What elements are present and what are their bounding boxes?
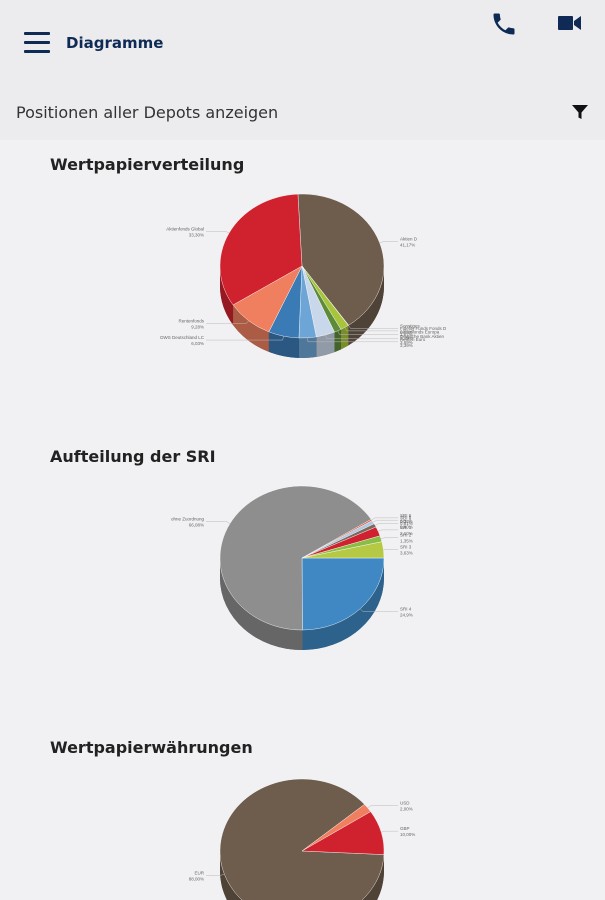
pie-leader-line — [381, 830, 398, 833]
pie-leader-line — [378, 529, 398, 532]
pie-value-dws-deutschland-lc: 6,03% — [191, 341, 204, 346]
pie-label-aktien-d: Aktien D — [400, 237, 418, 242]
pie-label-eur: EUR — [194, 870, 204, 875]
pie-slice-eur[interactable] — [219, 778, 385, 900]
pie-value-sri-2: 1,35% — [400, 539, 413, 544]
pie-side-eur — [220, 851, 384, 900]
chart-title-waehrungen: Wertpapierwährungen — [50, 738, 253, 757]
phone-icon[interactable] — [490, 10, 518, 38]
pie-label-rentenfonds: Rentenfonds — [178, 319, 204, 324]
pie-value-aktienfonds-europa: 1,39% — [400, 335, 413, 340]
pie-slice-gbp[interactable] — [301, 811, 385, 855]
pie-label-sri-2: SRI 2 — [400, 533, 412, 538]
pie-value-sri-4: 24,9% — [400, 613, 413, 618]
pie-leader-line — [206, 873, 225, 876]
pie-value-sri-3: 3,63% — [400, 550, 413, 555]
pie-slice-sri-3[interactable] — [301, 541, 385, 559]
pie-slice-aktien-d[interactable] — [297, 193, 385, 326]
pie-leader-line — [374, 523, 398, 526]
pie-value-sri-7: 0,80% — [400, 525, 413, 530]
pie-side-sri-4 — [302, 558, 384, 650]
pie-side-renten-euro — [298, 336, 317, 358]
pie-leader-line — [380, 537, 398, 540]
pie-value-sri-1: 2,10% — [400, 531, 413, 536]
page-title: Diagramme — [66, 34, 164, 52]
pie-value-sri-6: 0,33% — [400, 519, 413, 524]
pie-leader-line — [359, 608, 398, 612]
pie-side-fidelity-funds-fonds-d — [340, 325, 349, 350]
pie-label-aktienfonds-europa: Aktienfonds Europa — [400, 329, 440, 334]
app-bar: Diagramme — [0, 0, 605, 86]
pie-leader-line — [307, 337, 398, 343]
pie-value-renten-euro: 3,39% — [400, 343, 413, 348]
pie-value-sonstiges: 0,08% — [400, 330, 413, 335]
pie-label-sri-4: SRI 4 — [400, 607, 412, 612]
pie-label-sri-3: SRI 3 — [400, 544, 412, 549]
pie-slice-ohne-zuordnung[interactable] — [219, 485, 372, 631]
pie-leader-line — [379, 241, 398, 244]
pie-leader-line — [344, 327, 398, 332]
pie-label-sri-6: SRI 6 — [400, 513, 412, 518]
video-camera-icon[interactable] — [556, 12, 584, 34]
pie-label-usd: USD — [400, 801, 410, 806]
pie-label-dws-deutschland-lc: DWS Deutschland LC — [160, 335, 205, 340]
pie-value-aktienfonds-global: 33,30% — [189, 232, 204, 237]
pie-leader-line — [206, 231, 230, 234]
pie-label-aktienfonds-global: Aktienfonds Global — [166, 226, 204, 231]
pie-leader-line — [325, 334, 398, 340]
pie-value-ohne-zuordnung: 66,08% — [189, 523, 204, 528]
pie-label-sri-1: SRI 1 — [400, 525, 412, 530]
pie-side-deutsche-bank-aktien — [316, 332, 335, 357]
pie-label-gbp: GBP — [400, 826, 410, 831]
hamburger-menu-icon[interactable] — [24, 32, 50, 54]
pie-leader-line — [348, 325, 398, 329]
pie-value-deutsche-bank-aktien: 3,69% — [400, 340, 413, 345]
chart-title-sri: Aufteilung der SRI — [50, 447, 216, 466]
pie-leader-line — [373, 519, 398, 523]
filter-funnel-icon[interactable] — [570, 102, 590, 122]
pie-side-aktien-d — [348, 266, 384, 346]
pie-side-dws-deutschland-lc — [268, 331, 299, 358]
pie-leader-line — [206, 336, 284, 341]
pie-side-aktienfonds-europa — [334, 329, 341, 353]
pie-value-gbp: 10,00% — [400, 832, 415, 837]
pie-label-sri-7: SRI 7 — [400, 519, 412, 524]
pie-label-renten-euro: Renten Euro — [400, 337, 426, 342]
chart-title-wertpapierverteilung: Wertpapierverteilung — [50, 155, 245, 174]
pie-slice-aktienfonds-global[interactable] — [219, 193, 303, 306]
pie-leader-line — [206, 521, 231, 524]
pie-value-rentenfonds: 9,28% — [191, 325, 204, 330]
pie-side-ohne-zuordnung — [219, 558, 303, 650]
pie-value-eur: 88,00% — [189, 876, 204, 881]
filter-bar[interactable]: Positionen aller Depots anzeigen — [0, 86, 605, 140]
pie-value-aktien-d: 41,17% — [400, 243, 415, 248]
pie-leader-line — [367, 805, 398, 809]
pie-leader-line — [206, 320, 249, 324]
pie-label-deutsche-bank-aktien: Deutsche Bank Aktien — [400, 334, 445, 339]
pie-label-sonstiges: Sonstiges — [400, 324, 421, 329]
pie-value-usd: 2,00% — [400, 807, 413, 812]
pie-label-fidelity-funds-fonds-d: Fidelity Funds Fonds D — [400, 326, 447, 331]
pie-leader-line — [337, 330, 398, 335]
pie-slice-sri-4[interactable] — [301, 557, 385, 631]
pie-value-fidelity-funds-fonds-d: 1,67% — [400, 332, 413, 337]
pie-value-sri-5: 0,81% — [400, 521, 413, 526]
pie-label-ohne-zuordnung: ohne Zuordnung — [171, 517, 205, 522]
pie-leader-line — [371, 517, 398, 521]
pie-label-sri-5: SRI 5 — [400, 515, 412, 520]
pie-side-aktienfonds-global — [220, 266, 234, 325]
show-all-depots-label: Positionen aller Depots anzeigen — [16, 103, 279, 122]
